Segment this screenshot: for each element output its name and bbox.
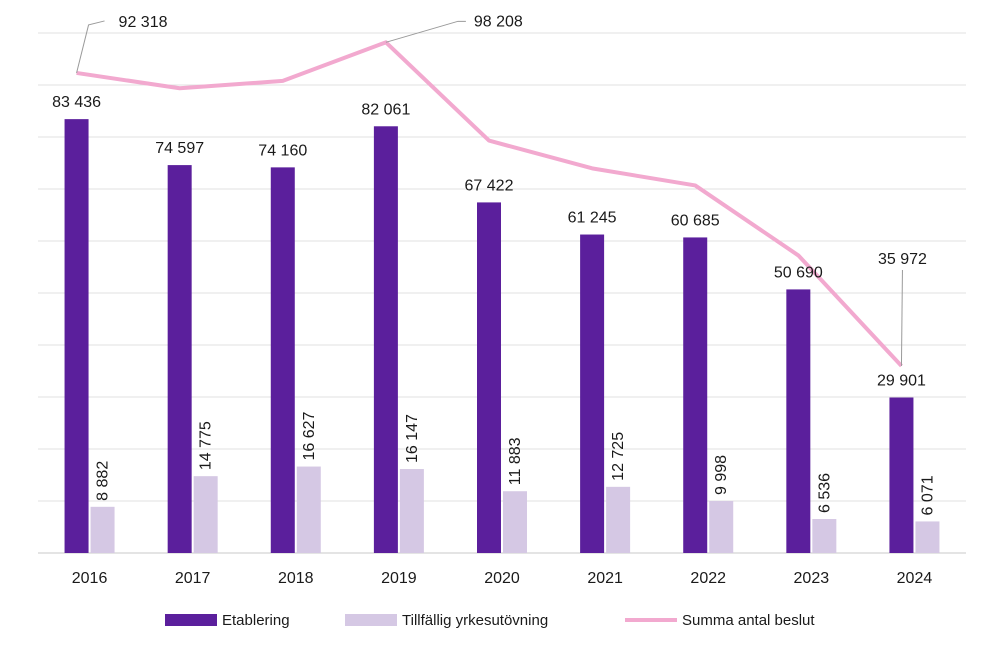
bar-etablering xyxy=(270,167,295,554)
bar-tillfallig xyxy=(812,519,837,553)
data-label-tillfallig: 16 627 xyxy=(301,412,318,461)
x-axis-ticks: 2016 2017 2018 2019 2020 2021 2022 2023 2024 xyxy=(72,570,933,587)
x-tick-label: 2018 xyxy=(278,570,314,587)
bar-tillfallig xyxy=(90,506,115,553)
data-label-etablering: 50 690 xyxy=(774,264,823,281)
total-line xyxy=(76,40,903,368)
x-tick-label: 2016 xyxy=(72,570,108,587)
legend-label: Tillfällig yrkesutövning xyxy=(402,612,548,629)
data-label-tillfallig: 12 725 xyxy=(610,432,627,481)
data-label-summa: 98 208 xyxy=(474,13,523,30)
legend-label: Summa antal beslut xyxy=(682,612,815,629)
data-label-tillfallig: 16 147 xyxy=(404,414,421,463)
x-tick-label: 2023 xyxy=(794,570,830,587)
bar-etablering xyxy=(889,397,914,553)
bar-tillfallig xyxy=(296,466,321,553)
bar-tillfallig xyxy=(193,476,218,553)
legend-swatch xyxy=(345,614,397,626)
data-label-tillfallig: 6 536 xyxy=(816,473,833,513)
gridlines xyxy=(38,32,966,554)
bar-etablering xyxy=(477,202,501,554)
data-label-etablering: 61 245 xyxy=(568,210,617,227)
callout-leader xyxy=(900,269,903,366)
bar-etablering xyxy=(373,126,398,553)
bar-tillfallig xyxy=(399,469,424,553)
x-tick-label: 2022 xyxy=(690,570,726,587)
legend-swatch xyxy=(165,614,217,626)
data-label-etablering: 60 685 xyxy=(671,212,720,229)
line-summa-antal-beslut xyxy=(76,40,903,368)
data-label-etablering: 67 422 xyxy=(465,177,514,194)
legend-label: Etablering xyxy=(222,612,290,629)
callout-leader xyxy=(76,20,105,74)
bar-tillfallig xyxy=(915,521,940,553)
bar-tillfallig xyxy=(606,486,631,553)
data-label-tillfallig: 11 883 xyxy=(507,437,524,485)
bar-tillfallig xyxy=(503,491,527,553)
bar-etablering xyxy=(167,165,192,554)
x-tick-label: 2017 xyxy=(175,570,211,587)
callout-leader xyxy=(385,20,466,43)
data-label-etablering: 74 160 xyxy=(258,142,307,159)
x-tick-label: 2024 xyxy=(897,570,933,587)
data-label-tillfallig: 8 882 xyxy=(95,461,112,501)
bar-tillfallig xyxy=(709,501,734,553)
data-label-etablering: 74 597 xyxy=(155,140,204,157)
data-label-tillfallig: 9 998 xyxy=(713,455,730,495)
data-label-tillfallig: 14 775 xyxy=(198,421,215,470)
x-tick-label: 2021 xyxy=(587,570,623,587)
x-tick-label: 2020 xyxy=(484,570,520,587)
bar-etablering xyxy=(683,237,708,554)
data-labels: 83 436 74 597 74 160 82 061 67 422 61 245 60 6… xyxy=(52,13,936,515)
legend: Etablering Tillfällig yrkesutövning Summa … xyxy=(165,612,815,629)
bar-etablering xyxy=(580,234,605,553)
data-label-etablering: 83 436 xyxy=(52,94,101,111)
bars xyxy=(64,119,940,554)
data-label-etablering: 29 901 xyxy=(877,373,926,390)
bar-etablering xyxy=(786,289,811,553)
data-label-summa: 35 972 xyxy=(878,251,927,268)
x-tick-label: 2019 xyxy=(381,570,417,587)
bar-etablering xyxy=(64,119,89,553)
data-label-tillfallig: 6 071 xyxy=(919,475,936,515)
data-label-etablering: 82 061 xyxy=(361,101,410,118)
data-label-summa: 92 318 xyxy=(119,14,168,31)
